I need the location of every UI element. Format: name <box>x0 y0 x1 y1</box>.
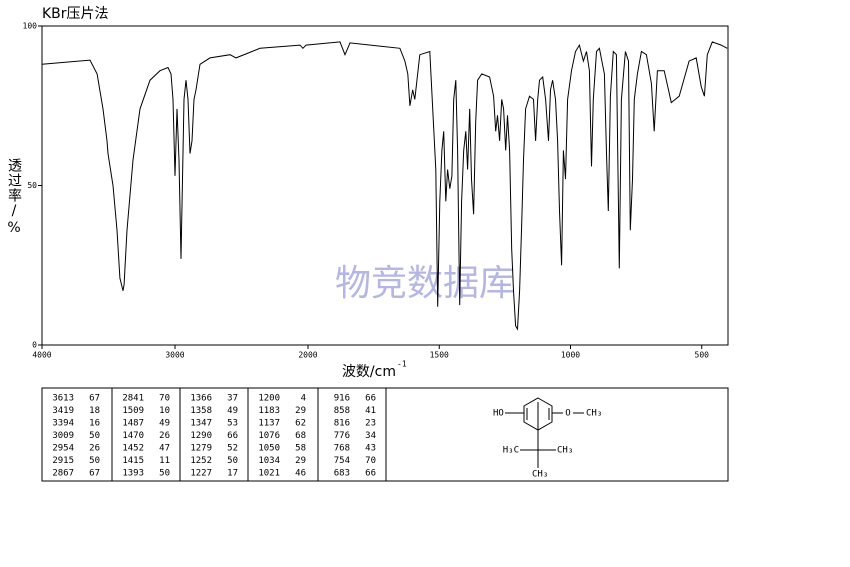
peak-wavenumber: 1290 <box>190 431 212 441</box>
spectrum-line <box>41 41 728 331</box>
x-tick-label: 1500 <box>430 351 449 360</box>
peak-wavenumber: 1200 <box>258 394 280 404</box>
x-tick-label: 4000 <box>32 351 51 360</box>
atom-label: CH₃ <box>586 409 602 419</box>
peak-wavenumber: 916 <box>334 394 350 404</box>
structure-bonds <box>505 397 584 468</box>
peak-wavenumber: 1021 <box>258 469 280 479</box>
y-axis-label: 透过率/% <box>6 158 22 237</box>
x-tick-label: 2000 <box>298 351 317 360</box>
peak-transmittance: 26 <box>159 431 170 441</box>
peak-wavenumber: 1470 <box>122 431 144 441</box>
peak-transmittance: 58 <box>295 444 306 454</box>
peak-wavenumber: 1452 <box>122 444 144 454</box>
peak-wavenumber: 1183 <box>258 406 280 416</box>
peak-transmittance: 23 <box>365 419 376 429</box>
peak-transmittance: 68 <box>295 431 306 441</box>
x-axis-label-superscript: -1 <box>397 360 407 369</box>
y-tick-label: 0 <box>32 341 37 350</box>
table-separators <box>111 388 387 481</box>
peak-transmittance: 10 <box>159 406 170 416</box>
peak-wavenumber: 1415 <box>122 456 144 466</box>
chart-title: KBr压片法 <box>42 6 109 22</box>
peak-wavenumber: 1487 <box>122 419 144 429</box>
peak-wavenumber: 2867 <box>52 469 74 479</box>
peak-wavenumber: 776 <box>334 431 350 441</box>
peak-transmittance: 46 <box>295 469 306 479</box>
peak-transmittance: 52 <box>227 444 238 454</box>
peak-wavenumber: 1050 <box>258 444 280 454</box>
peak-transmittance: 70 <box>159 394 170 404</box>
peak-wavenumber: 2954 <box>52 444 74 454</box>
peak-wavenumber: 3009 <box>52 431 74 441</box>
atom-label: HO <box>493 409 504 419</box>
peak-wavenumber: 816 <box>334 419 350 429</box>
x-axis-label: 波数/cm <box>342 364 396 380</box>
peak-transmittance: 49 <box>227 406 238 416</box>
table-frame <box>41 387 729 482</box>
atom-label: O <box>565 409 570 419</box>
y-tick-label: 100 <box>23 22 38 31</box>
peak-transmittance: 41 <box>365 406 376 416</box>
peak-transmittance: 4 <box>301 394 306 404</box>
peak-transmittance: 66 <box>365 469 376 479</box>
peak-wavenumber: 1137 <box>258 419 280 429</box>
peak-transmittance: 50 <box>227 456 238 466</box>
peak-transmittance: 50 <box>159 469 170 479</box>
peak-transmittance: 50 <box>89 456 100 466</box>
peak-wavenumber: 1509 <box>122 406 144 416</box>
peak-transmittance: 66 <box>365 394 376 404</box>
x-tick-label: 500 <box>695 351 710 360</box>
peak-transmittance: 47 <box>159 444 170 454</box>
peak-wavenumber: 3394 <box>52 419 74 429</box>
peak-transmittance: 34 <box>365 431 376 441</box>
peak-wavenumber: 1076 <box>258 431 280 441</box>
peak-wavenumber: 1347 <box>190 419 212 429</box>
atom-label: H₃C <box>503 446 519 456</box>
peak-transmittance: 66 <box>227 431 238 441</box>
peak-transmittance: 50 <box>89 431 100 441</box>
peak-transmittance: 70 <box>365 456 376 466</box>
peak-transmittance: 67 <box>89 469 100 479</box>
atom-label: CH₃ <box>557 446 573 456</box>
peak-transmittance: 29 <box>295 456 306 466</box>
peak-wavenumber: 1366 <box>190 394 212 404</box>
peak-transmittance: 29 <box>295 406 306 416</box>
watermark: 物竞数据库 <box>335 263 515 304</box>
peak-wavenumber: 3419 <box>52 406 74 416</box>
atom-label: CH₃ <box>532 470 548 480</box>
peak-wavenumber: 1252 <box>190 456 212 466</box>
peak-wavenumber: 858 <box>334 406 350 416</box>
peak-wavenumber: 2915 <box>52 456 74 466</box>
peak-transmittance: 37 <box>227 394 238 404</box>
peak-transmittance: 17 <box>227 469 238 479</box>
peak-transmittance: 53 <box>227 419 238 429</box>
peak-wavenumber: 1358 <box>190 406 212 416</box>
peak-wavenumber: 3613 <box>52 394 74 404</box>
peak-transmittance: 62 <box>295 419 306 429</box>
y-tick-label: 50 <box>27 181 37 190</box>
peak-wavenumber: 2841 <box>122 394 144 404</box>
peak-wavenumber: 683 <box>334 469 350 479</box>
peak-transmittance: 26 <box>89 444 100 454</box>
peak-wavenumber: 754 <box>334 456 350 466</box>
peak-transmittance: 11 <box>159 456 170 466</box>
peak-wavenumber: 768 <box>334 444 350 454</box>
x-tick-label: 1000 <box>561 351 580 360</box>
x-tick-label: 3000 <box>165 351 184 360</box>
peak-transmittance: 18 <box>89 406 100 416</box>
peak-wavenumber: 1034 <box>258 456 280 466</box>
peak-wavenumber: 1227 <box>190 469 212 479</box>
peak-transmittance: 16 <box>89 419 100 429</box>
peak-transmittance: 67 <box>89 394 100 404</box>
peak-wavenumber: 1279 <box>190 444 212 454</box>
peak-transmittance: 49 <box>159 419 170 429</box>
structure-labels: HO O CH₃ H₃C CH₃ CH₃ <box>493 409 602 480</box>
peak-wavenumber: 1393 <box>122 469 144 479</box>
peak-transmittance: 43 <box>365 444 376 454</box>
